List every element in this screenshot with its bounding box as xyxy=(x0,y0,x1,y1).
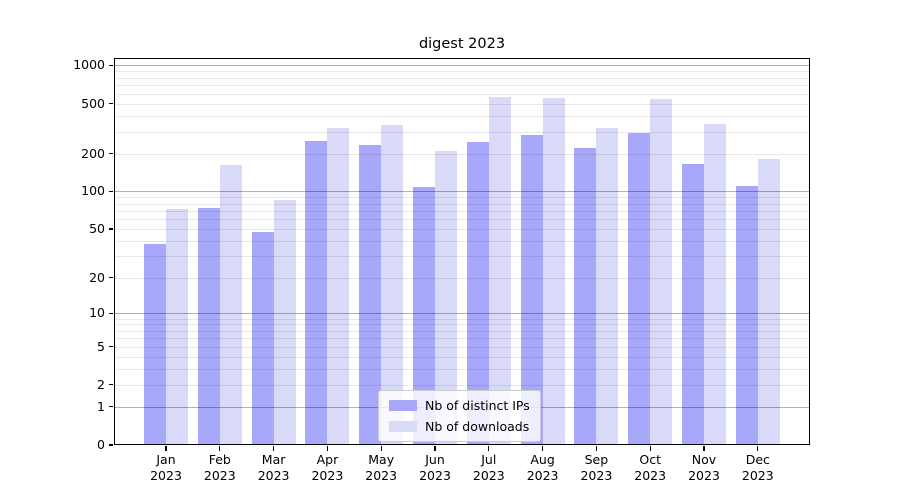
bar-jul-downloads xyxy=(488,97,511,445)
y-tick-label-20: 20 xyxy=(89,269,105,285)
y-tick-label-1: 1 xyxy=(97,398,105,414)
y-tick-label-1000: 1000 xyxy=(73,57,105,73)
bar-jun-distinct-ips xyxy=(413,187,435,445)
legend-swatch-distinct-ips xyxy=(389,400,417,411)
x-tick-label-oct: Oct 2023 xyxy=(634,452,667,483)
x-tick-mark-jun xyxy=(434,446,436,451)
x-tick-label-nov: Nov 2023 xyxy=(688,452,720,483)
y-tick-label-50: 50 xyxy=(89,221,105,236)
bar-apr-downloads xyxy=(327,128,350,445)
y-tick-mark-500 xyxy=(108,102,113,105)
legend-label-downloads: Nb of downloads xyxy=(425,419,530,434)
bar-may-distinct-ips xyxy=(359,145,382,445)
x-tick-mark-sep xyxy=(595,446,597,451)
bar-jul-distinct-ips xyxy=(466,141,489,445)
bar-nov-distinct-ips xyxy=(682,163,704,445)
x-tick-mark-mar xyxy=(273,446,275,451)
x-tick-mark-may xyxy=(380,446,382,451)
x-tick-mark-dec xyxy=(757,446,759,451)
bar-nov-downloads xyxy=(704,124,726,445)
bar-feb-downloads xyxy=(219,164,242,445)
x-tick-label-sep: Sep 2023 xyxy=(580,452,613,483)
x-tick-label-jun: Jun 2023 xyxy=(419,452,451,483)
bar-aug-distinct-ips xyxy=(520,135,543,445)
bar-aug-downloads xyxy=(542,98,565,445)
bar-feb-distinct-ips xyxy=(197,207,220,445)
y-tick-mark-200 xyxy=(108,153,113,155)
y-tick-mark-50 xyxy=(108,228,113,230)
x-tick-mark-nov xyxy=(703,446,705,451)
bar-sep-distinct-ips xyxy=(574,147,597,445)
x-tick-mark-oct xyxy=(649,446,651,451)
y-tick-mark-20 xyxy=(108,277,113,279)
legend-label-distinct-ips: Nb of distinct IPs xyxy=(425,398,530,413)
x-tick-mark-aug xyxy=(542,446,544,451)
y-tick-label-0: 0 xyxy=(97,437,105,452)
y-tick-mark-0 xyxy=(108,444,113,446)
y-tick-label-2: 2 xyxy=(97,376,105,392)
x-tick-label-apr: Apr 2023 xyxy=(311,452,344,483)
bar-dec-distinct-ips xyxy=(735,185,758,445)
x-tick-mark-jul xyxy=(488,446,490,451)
bar-oct-downloads xyxy=(650,98,673,445)
x-tick-label-dec: Dec 2023 xyxy=(741,452,774,483)
bar-jan-distinct-ips xyxy=(144,243,166,445)
x-tick-label-aug: Aug 2023 xyxy=(526,452,559,483)
bar-mar-downloads xyxy=(273,199,296,445)
x-tick-mark-feb xyxy=(219,446,221,451)
x-tick-label-may: May 2023 xyxy=(365,452,398,483)
y-tick-mark-1000 xyxy=(108,64,113,66)
legend-item-downloads: Nb of downloads xyxy=(389,418,530,435)
y-tick-mark-2 xyxy=(108,384,113,386)
legend-swatch-downloads xyxy=(389,421,417,432)
bar-mar-distinct-ips xyxy=(251,232,274,445)
legend: Nb of distinct IPs Nb of downloads xyxy=(378,390,541,442)
y-tick-mark-100 xyxy=(108,190,113,192)
x-tick-label-jul: Jul 2023 xyxy=(472,452,505,483)
y-tick-label-200: 200 xyxy=(81,145,105,161)
bar-sep-downloads xyxy=(596,127,619,445)
x-tick-label-mar: Mar 2023 xyxy=(257,452,290,483)
x-tick-mark-jan xyxy=(165,446,167,451)
y-tick-label-500: 500 xyxy=(81,95,105,111)
plot-area: Nb of distinct IPs Nb of downloads xyxy=(114,58,810,445)
bars-layer xyxy=(114,58,810,445)
bar-apr-distinct-ips xyxy=(305,141,328,445)
chart-title: digest 2023 xyxy=(418,36,506,52)
bar-jun-downloads xyxy=(435,151,457,445)
bar-jan-downloads xyxy=(166,209,188,445)
x-tick-mark-apr xyxy=(326,446,328,451)
bar-may-downloads xyxy=(381,124,404,445)
x-tick-label-feb: Feb 2023 xyxy=(203,452,236,483)
x-tick-label-jan: Jan 2023 xyxy=(150,452,182,483)
y-tick-label-100: 100 xyxy=(81,183,105,199)
bar-oct-distinct-ips xyxy=(628,133,651,445)
y-tick-mark-1 xyxy=(108,406,113,408)
y-tick-label-10: 10 xyxy=(89,305,105,321)
bar-dec-downloads xyxy=(757,159,780,445)
y-tick-mark-10 xyxy=(108,312,113,314)
y-tick-mark-5 xyxy=(108,346,113,348)
y-tick-label-5: 5 xyxy=(97,338,105,354)
legend-item-distinct-ips: Nb of distinct IPs xyxy=(389,397,530,414)
